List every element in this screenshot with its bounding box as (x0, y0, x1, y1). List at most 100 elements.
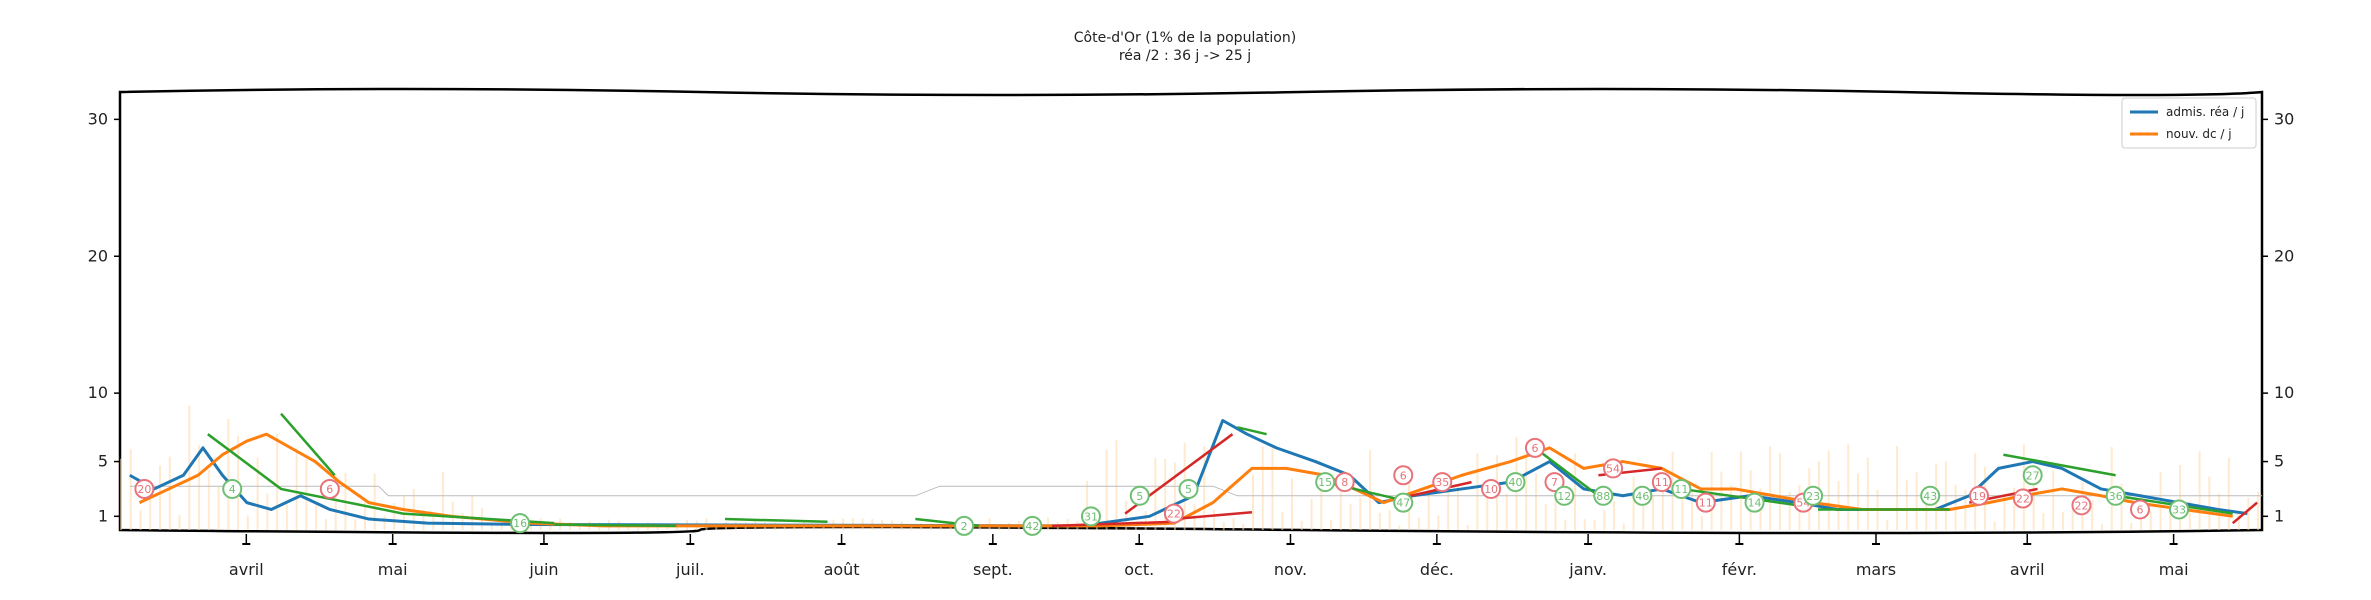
badge-circle (1432, 472, 1453, 493)
background-bar (529, 525, 532, 530)
y-tick-label-right: 10 (2274, 383, 2294, 402)
badge-label: 11 (1699, 497, 1713, 510)
background-bar (159, 465, 162, 530)
badge-circle (1969, 485, 1990, 506)
badge-circle (2169, 499, 2190, 520)
background-bar (2237, 511, 2240, 530)
badge-label: 15 (1318, 476, 1332, 489)
badge-circle (1129, 485, 1150, 506)
background-bar (256, 457, 259, 530)
background-bar (1915, 472, 1918, 530)
badge-label: 27 (2026, 469, 2040, 482)
background-bar (1086, 480, 1089, 530)
background-bar (1251, 474, 1254, 530)
background-bar (1788, 491, 1791, 530)
background-bar (1642, 489, 1645, 530)
badge-circle (1603, 458, 1624, 479)
background-bar (461, 513, 464, 530)
background-bar (2130, 523, 2133, 530)
badge-circle (1695, 492, 1716, 513)
background-bar (1173, 462, 1176, 530)
badge-circle (1544, 472, 1565, 493)
background-bar (1349, 503, 1352, 530)
reference-step-line (129, 485, 2262, 497)
background-bar (2159, 471, 2162, 530)
background-bar (1847, 444, 1850, 530)
background-bar (1427, 487, 1430, 530)
badge-circle (1163, 503, 1184, 524)
badge-circle (1315, 472, 1336, 493)
badge-label: 5 (1185, 483, 1192, 496)
x-month-label: avril (2010, 560, 2045, 579)
badge-circle (1505, 472, 1526, 493)
background-bar (383, 515, 386, 530)
background-bar (1466, 525, 1469, 530)
badge-circle (510, 513, 531, 534)
background-bar (1661, 481, 1664, 530)
badge-circle (1393, 465, 1414, 486)
background-bar (324, 519, 327, 530)
badge-circle (1744, 492, 1765, 513)
badge-label: 14 (1748, 497, 1762, 510)
badge-circle (1671, 478, 1692, 499)
background-bar (266, 493, 269, 530)
x-month-label: juil. (675, 560, 705, 579)
background-bar (1388, 510, 1391, 530)
background-bar (1866, 457, 1869, 530)
x-month-label: oct. (1124, 560, 1154, 579)
badge-label: 22 (2074, 499, 2088, 512)
background-bar (2013, 487, 2016, 530)
background-bar (1281, 511, 1284, 530)
badge-circle (2105, 485, 2126, 506)
legend: admis. réa / j nouv. dc / j (2121, 97, 2257, 149)
background-bar (2208, 476, 2211, 530)
background-bar (812, 524, 815, 530)
trend-segment (2003, 453, 2116, 477)
trend-segment (207, 433, 555, 525)
badge-label: 11 (1674, 483, 1688, 496)
badge-circle (134, 478, 155, 499)
trend-segment (1398, 480, 1472, 500)
badge-circle (1393, 492, 1414, 513)
background-bar (1369, 450, 1372, 530)
background-bar (178, 515, 181, 530)
background-bar (1271, 445, 1274, 530)
background-bar (120, 458, 122, 530)
badge-circle (2012, 488, 2033, 509)
background-bar (246, 515, 249, 530)
background-bar (2120, 483, 2123, 530)
background-bar (1534, 473, 1537, 530)
background-bar (1447, 480, 1450, 530)
background-bar (1330, 519, 1333, 530)
background-bar (549, 523, 552, 530)
background-bar (1613, 500, 1616, 530)
badge-label: 12 (1557, 490, 1571, 503)
background-bar (139, 510, 142, 530)
background-bar (422, 510, 425, 530)
chart-title: Côte-d'Or (1% de la population) (1074, 30, 1296, 46)
background-bar (1993, 521, 1996, 530)
badge-label: 36 (2109, 490, 2123, 503)
background-bar (276, 433, 279, 530)
x-month-label: avril (229, 560, 264, 579)
badge-label: 16 (513, 517, 527, 530)
x-month-label: déc. (1420, 560, 1454, 579)
y-tick-label-left: 30 (88, 109, 108, 128)
trend-segment (1173, 510, 1253, 521)
background-bar (1222, 522, 1225, 530)
background-bar (2003, 495, 2006, 530)
background-bar (998, 525, 1001, 530)
background-bar (2188, 500, 2191, 530)
trend-segment (280, 412, 336, 477)
background-bar (129, 449, 132, 530)
badge-label: 20 (137, 483, 151, 496)
reference-line (129, 485, 2262, 497)
background-bar (1574, 453, 1577, 530)
badge-circle (1920, 485, 1941, 506)
background-bar (1261, 446, 1264, 530)
badge-label: 5 (1136, 490, 1143, 503)
background-bar (1544, 503, 1547, 530)
